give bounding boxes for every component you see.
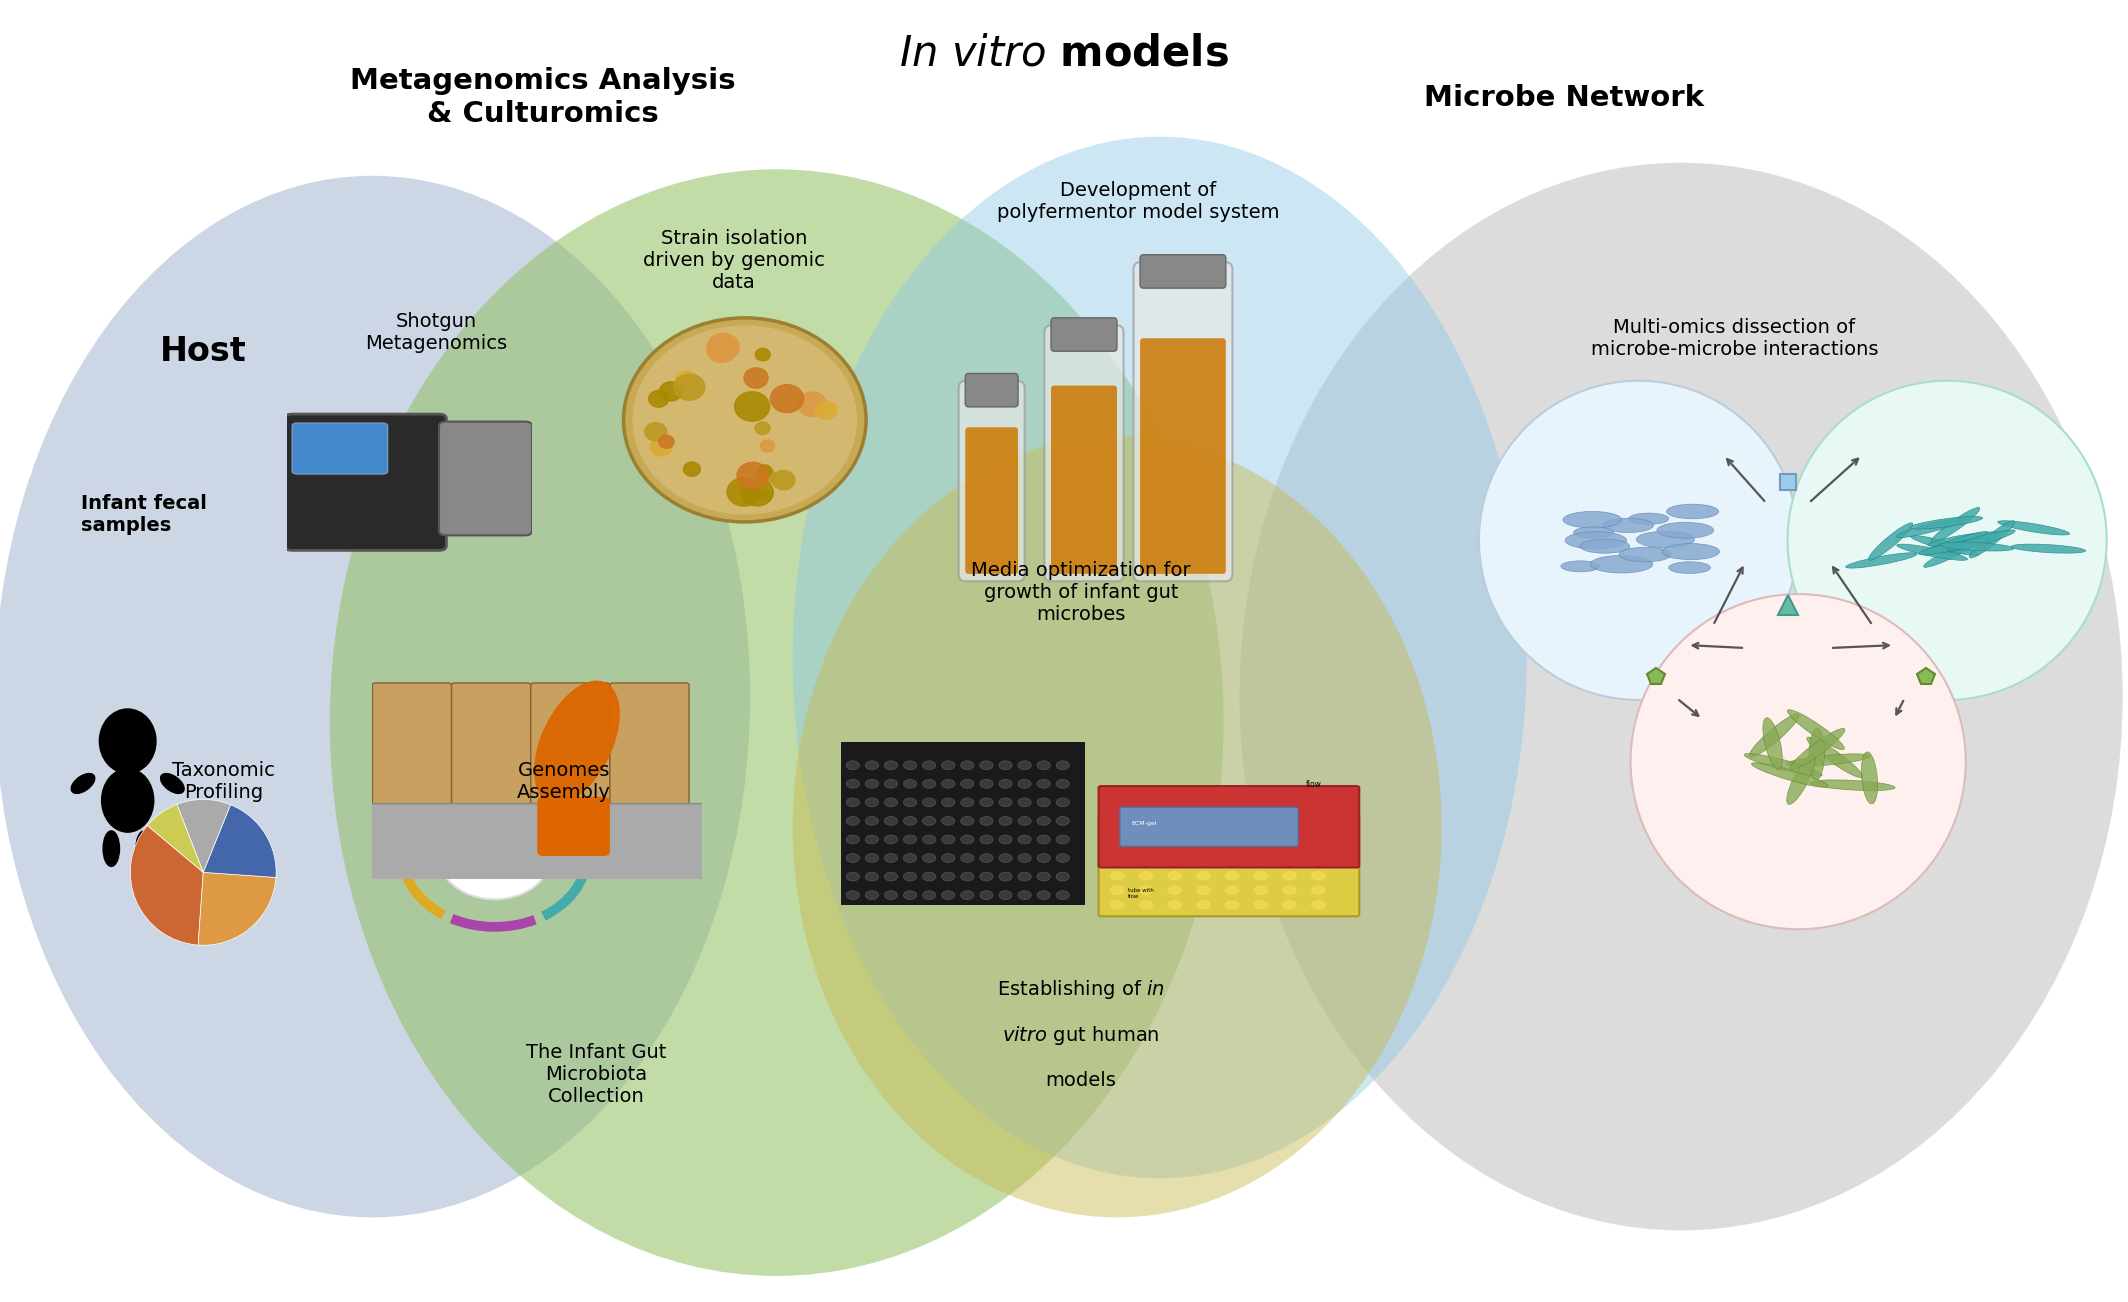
Ellipse shape: [1909, 517, 1983, 529]
Ellipse shape: [1785, 754, 1871, 767]
Ellipse shape: [1751, 763, 1828, 788]
Ellipse shape: [1762, 717, 1783, 769]
Ellipse shape: [1928, 531, 2000, 547]
Ellipse shape: [1947, 530, 2015, 551]
Ellipse shape: [1788, 380, 2107, 700]
Ellipse shape: [1845, 553, 1917, 568]
Ellipse shape: [1919, 538, 1990, 555]
Ellipse shape: [1968, 521, 2015, 557]
Ellipse shape: [1868, 523, 1913, 560]
Ellipse shape: [1811, 780, 1896, 790]
Ellipse shape: [1911, 535, 1979, 556]
Text: Media optimization for
growth of infant gut
microbes: Media optimization for growth of infant …: [970, 561, 1192, 624]
Ellipse shape: [1930, 508, 1979, 543]
Ellipse shape: [1479, 380, 1798, 700]
Text: Strain isolation
driven by genomic
data: Strain isolation driven by genomic data: [643, 229, 826, 292]
Ellipse shape: [1628, 513, 1668, 525]
Ellipse shape: [1922, 531, 1988, 555]
Ellipse shape: [1790, 728, 1845, 769]
Ellipse shape: [1998, 521, 2071, 535]
Ellipse shape: [1941, 542, 2013, 551]
Ellipse shape: [1564, 531, 1626, 549]
Ellipse shape: [1560, 561, 1600, 572]
Text: The Infant Gut
Microbiota
Collection: The Infant Gut Microbiota Collection: [526, 1043, 666, 1105]
Ellipse shape: [1896, 518, 1964, 538]
Ellipse shape: [1630, 594, 1966, 930]
Text: Taxonomic
Profiling: Taxonomic Profiling: [172, 760, 275, 802]
Ellipse shape: [1745, 754, 1822, 776]
Ellipse shape: [1658, 522, 1713, 538]
Ellipse shape: [792, 436, 1443, 1217]
Ellipse shape: [1562, 512, 1622, 529]
Ellipse shape: [1668, 561, 1711, 573]
Text: Establishing of $\it{in}$: Establishing of $\it{in}$: [998, 978, 1164, 1001]
Ellipse shape: [792, 137, 1526, 1178]
Ellipse shape: [1862, 751, 1877, 803]
Text: Development of
polyfermentor model system: Development of polyfermentor model syste…: [998, 181, 1279, 223]
Ellipse shape: [1238, 163, 2124, 1230]
Ellipse shape: [1924, 538, 1981, 568]
Ellipse shape: [1749, 713, 1798, 756]
Ellipse shape: [1619, 547, 1670, 562]
Ellipse shape: [1573, 527, 1613, 538]
Text: Host: Host: [160, 335, 247, 368]
Ellipse shape: [1788, 754, 1815, 805]
Text: Multi-omics dissection of
microbe-microbe interactions: Multi-omics dissection of microbe-microb…: [1590, 318, 1879, 359]
Ellipse shape: [1807, 737, 1862, 777]
Text: models: models: [1045, 1072, 1117, 1090]
Ellipse shape: [1896, 544, 1968, 560]
Ellipse shape: [330, 169, 1224, 1276]
Ellipse shape: [1602, 518, 1653, 533]
Text: $\bf{\it{In\ vitro}}$$\bf{\ models}$: $\bf{\it{In\ vitro}}$$\bf{\ models}$: [900, 33, 1228, 74]
Ellipse shape: [0, 176, 749, 1217]
Text: Genomes
Assembly: Genomes Assembly: [517, 760, 611, 802]
Ellipse shape: [1636, 531, 1694, 548]
Ellipse shape: [1809, 728, 1824, 780]
Ellipse shape: [1662, 543, 1719, 560]
Text: Infant fecal
samples: Infant fecal samples: [81, 493, 206, 535]
Ellipse shape: [1788, 710, 1845, 750]
Ellipse shape: [1666, 504, 1719, 518]
Ellipse shape: [1590, 556, 1653, 573]
Text: Microbe Network: Microbe Network: [1424, 83, 1705, 112]
Ellipse shape: [2011, 544, 2085, 553]
Text: $\it{vitro}$ gut human: $\it{vitro}$ gut human: [1002, 1023, 1160, 1047]
Ellipse shape: [1579, 539, 1630, 553]
Text: Metagenomics Analysis
& Culturomics: Metagenomics Analysis & Culturomics: [349, 68, 736, 128]
Text: Shotgun
Metagenomics: Shotgun Metagenomics: [366, 311, 506, 353]
